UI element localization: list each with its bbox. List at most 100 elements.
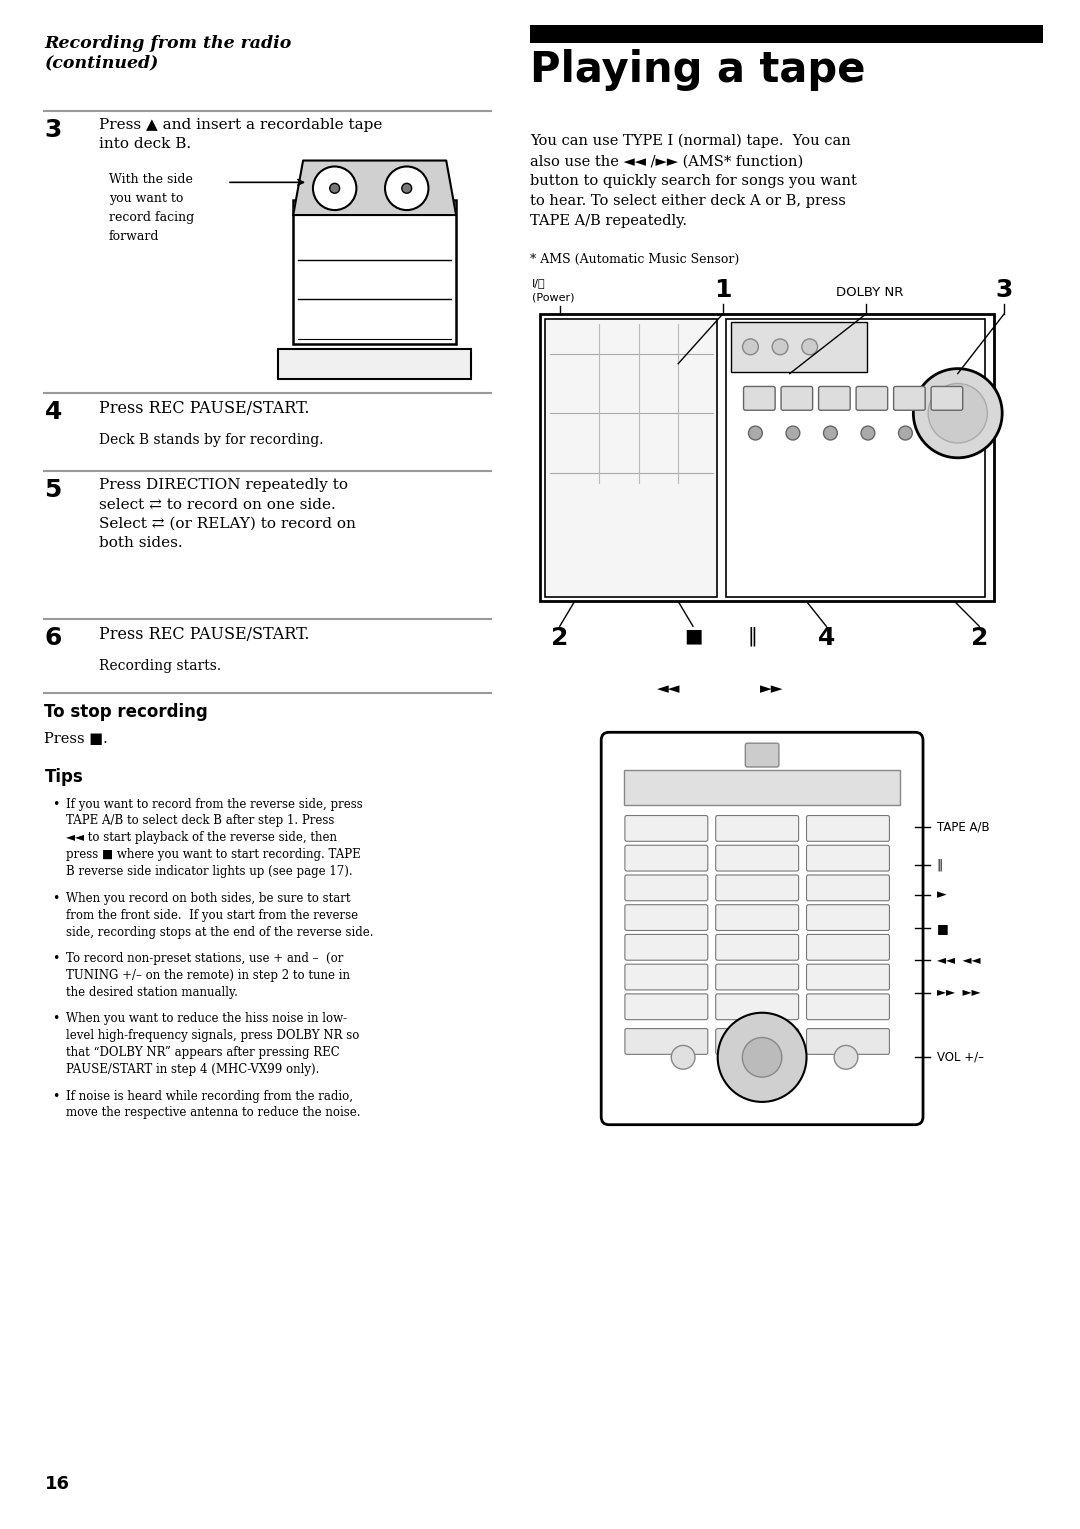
Circle shape [743, 339, 758, 355]
FancyBboxPatch shape [624, 771, 901, 804]
FancyBboxPatch shape [743, 387, 775, 410]
Text: •: • [52, 798, 59, 810]
FancyBboxPatch shape [293, 200, 456, 344]
Circle shape [861, 427, 875, 440]
Text: Tips: Tips [44, 768, 83, 786]
Text: You can use TYPE I (normal) tape.  You can
also use the ◄◄ /►► (AMS* function)
b: You can use TYPE I (normal) tape. You ca… [530, 133, 858, 228]
Text: With the side
you want to
record facing
forward: With the side you want to record facing … [109, 173, 194, 243]
Text: To stop recording: To stop recording [44, 702, 208, 720]
Text: 4: 4 [44, 401, 62, 425]
Circle shape [748, 427, 762, 440]
Text: * AMS (Automatic Music Sensor): * AMS (Automatic Music Sensor) [530, 252, 740, 266]
FancyBboxPatch shape [625, 934, 707, 960]
Text: 5: 5 [44, 477, 62, 502]
Text: TAPE A/B: TAPE A/B [936, 821, 989, 833]
Circle shape [718, 1012, 807, 1102]
FancyBboxPatch shape [807, 934, 890, 960]
Text: I/⏻: I/⏻ [532, 278, 545, 289]
Text: If noise is heard while recording from the radio,
move the respective antenna to: If noise is heard while recording from t… [66, 1090, 361, 1119]
FancyBboxPatch shape [731, 323, 867, 372]
Text: Recording starts.: Recording starts. [98, 659, 221, 673]
FancyBboxPatch shape [745, 743, 779, 768]
FancyBboxPatch shape [807, 1029, 890, 1055]
FancyBboxPatch shape [716, 965, 798, 989]
FancyBboxPatch shape [807, 846, 890, 872]
Circle shape [772, 339, 788, 355]
FancyBboxPatch shape [625, 1029, 707, 1055]
FancyBboxPatch shape [716, 846, 798, 872]
FancyBboxPatch shape [807, 994, 890, 1020]
Text: ◄◄: ◄◄ [657, 680, 680, 696]
Circle shape [899, 427, 913, 440]
FancyBboxPatch shape [716, 1029, 798, 1055]
Circle shape [914, 368, 1002, 457]
FancyBboxPatch shape [625, 815, 707, 841]
Text: ‖: ‖ [936, 859, 943, 872]
Text: When you want to reduce the hiss noise in low-
level high-frequency signals, pre: When you want to reduce the hiss noise i… [66, 1012, 360, 1075]
FancyBboxPatch shape [625, 965, 707, 989]
Text: When you record on both sides, be sure to start
from the front side.  If you sta: When you record on both sides, be sure t… [66, 893, 374, 939]
Circle shape [801, 339, 818, 355]
Text: ■: ■ [936, 922, 948, 936]
Text: •: • [52, 1090, 59, 1102]
FancyBboxPatch shape [716, 994, 798, 1020]
Text: ►: ► [936, 888, 946, 901]
FancyBboxPatch shape [716, 875, 798, 901]
FancyBboxPatch shape [602, 732, 923, 1125]
Text: ‖: ‖ [747, 627, 757, 645]
Text: 2: 2 [971, 627, 988, 650]
FancyBboxPatch shape [807, 965, 890, 989]
FancyBboxPatch shape [716, 934, 798, 960]
Circle shape [329, 183, 339, 193]
FancyBboxPatch shape [545, 320, 717, 596]
Circle shape [313, 167, 356, 209]
FancyBboxPatch shape [716, 905, 798, 931]
Text: Press ▲ and insert a recordable tape
into deck B.: Press ▲ and insert a recordable tape int… [98, 118, 382, 151]
Text: 3: 3 [996, 278, 1013, 303]
Text: •: • [52, 953, 59, 965]
Text: 1: 1 [714, 278, 731, 303]
FancyBboxPatch shape [856, 387, 888, 410]
Text: ◄◄  ◄◄: ◄◄ ◄◄ [936, 954, 981, 966]
Polygon shape [293, 161, 456, 216]
Text: Press REC PAUSE/START.: Press REC PAUSE/START. [98, 401, 309, 417]
FancyBboxPatch shape [893, 387, 926, 410]
Text: ■: ■ [684, 627, 702, 645]
Text: 4: 4 [818, 627, 835, 650]
FancyBboxPatch shape [625, 994, 707, 1020]
Text: Deck B stands by for recording.: Deck B stands by for recording. [98, 433, 323, 446]
Text: Press ■.: Press ■. [44, 732, 108, 746]
Circle shape [928, 384, 987, 443]
FancyBboxPatch shape [807, 905, 890, 931]
FancyBboxPatch shape [781, 387, 812, 410]
Text: 6: 6 [44, 627, 62, 650]
Text: DOLBY NR: DOLBY NR [836, 286, 904, 300]
Text: (Power): (Power) [532, 292, 575, 303]
Text: Press REC PAUSE/START.: Press REC PAUSE/START. [98, 627, 309, 644]
FancyBboxPatch shape [931, 387, 962, 410]
Text: If you want to record from the reverse side, press
TAPE A/B to select deck B aft: If you want to record from the reverse s… [66, 798, 363, 878]
Text: 3: 3 [44, 118, 62, 142]
FancyBboxPatch shape [279, 349, 471, 379]
Circle shape [402, 183, 411, 193]
Text: •: • [52, 893, 59, 905]
Text: 16: 16 [44, 1475, 69, 1494]
Text: 2: 2 [551, 627, 568, 650]
Text: Playing a tape: Playing a tape [530, 49, 866, 90]
Text: Recording from the radio
(continued): Recording from the radio (continued) [44, 35, 292, 72]
FancyBboxPatch shape [819, 387, 850, 410]
Text: ►►  ►►: ►► ►► [936, 986, 981, 1000]
Circle shape [384, 167, 429, 209]
Text: VOL +/–: VOL +/– [936, 1050, 984, 1064]
Circle shape [786, 427, 800, 440]
FancyBboxPatch shape [625, 875, 707, 901]
FancyBboxPatch shape [726, 320, 985, 596]
Text: ►►: ►► [760, 680, 784, 696]
Text: Press DIRECTION repeatedly to
select ⇄ to record on one side.
Select ⇄ (or RELAY: Press DIRECTION repeatedly to select ⇄ t… [98, 477, 355, 550]
FancyBboxPatch shape [807, 875, 890, 901]
Circle shape [672, 1046, 696, 1069]
Text: •: • [52, 1012, 59, 1026]
Text: To record non-preset stations, use + and –  (or
TUNING +/– on the remote) in ste: To record non-preset stations, use + and… [66, 953, 350, 998]
FancyBboxPatch shape [625, 846, 707, 872]
Circle shape [834, 1046, 858, 1069]
